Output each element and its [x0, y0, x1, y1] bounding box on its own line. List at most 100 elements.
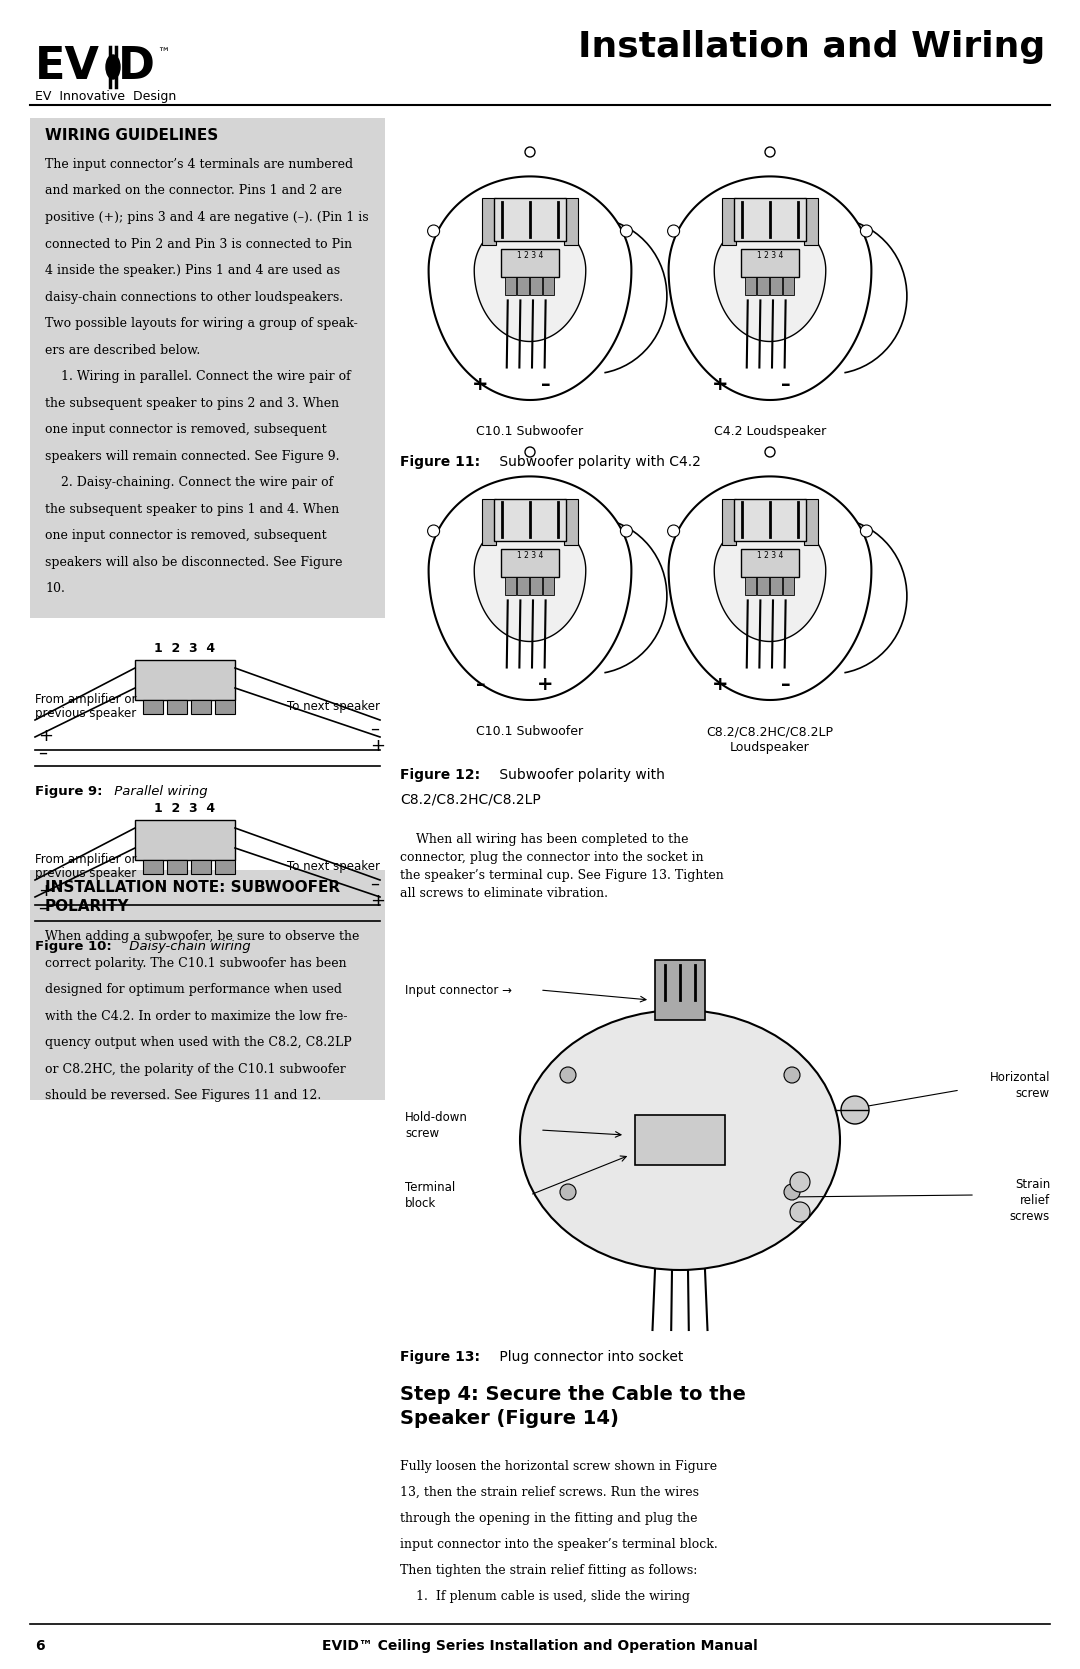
Text: and marked on the connector. Pins 1 and 2 are: and marked on the connector. Pins 1 and … [45, 185, 342, 197]
Text: 1 2 3 4: 1 2 3 4 [757, 551, 783, 559]
Bar [30, 118, 384, 618]
Text: The input connector’s 4 terminals are numbered: The input connector’s 4 terminals are nu… [45, 159, 353, 170]
Text: ers are described below.: ers are described below. [45, 344, 200, 357]
Text: Then tighten the strain relief fitting as follows:: Then tighten the strain relief fitting a… [400, 1564, 698, 1577]
Text: correct polarity. The C10.1 subwoofer has been: correct polarity. The C10.1 subwoofer ha… [45, 956, 347, 970]
Text: To next speaker: To next speaker [287, 860, 380, 873]
Text: Figure 12:: Figure 12: [400, 768, 481, 783]
Bar [734, 499, 806, 541]
Bar [495, 199, 566, 240]
Bar [654, 960, 705, 1020]
Text: C8.2/C8.2HC/C8.2LP
Loudspeaker: C8.2/C8.2HC/C8.2LP Loudspeaker [706, 724, 834, 754]
Ellipse shape [519, 1010, 840, 1270]
Text: From amplifier or: From amplifier or [35, 853, 136, 866]
Bar [501, 549, 559, 577]
Text: –: – [38, 900, 48, 916]
Text: +: + [472, 376, 489, 394]
Text: Horizontal
screw: Horizontal screw [989, 1070, 1050, 1100]
Text: previous speaker: previous speaker [35, 708, 136, 719]
Bar [504, 577, 516, 596]
Text: –: – [38, 744, 48, 763]
Polygon shape [474, 219, 585, 342]
Text: Hold-down
screw: Hold-down screw [405, 1110, 468, 1140]
Text: Plug connector into socket: Plug connector into socket [495, 1350, 684, 1364]
Polygon shape [474, 519, 585, 641]
Bar [135, 659, 235, 699]
Text: Parallel wiring: Parallel wiring [110, 784, 207, 798]
Text: ™: ™ [157, 47, 170, 60]
Text: one input connector is removed, subsequent: one input connector is removed, subseque… [45, 422, 326, 436]
Polygon shape [429, 177, 632, 401]
Text: Input connector →: Input connector → [405, 983, 512, 996]
Text: –: – [370, 875, 379, 893]
Text: connected to Pin 2 and Pin 3 is connected to Pin: connected to Pin 2 and Pin 3 is connecte… [45, 237, 352, 250]
Text: Figure 9:: Figure 9: [35, 784, 103, 798]
Bar [135, 819, 235, 860]
Bar [757, 577, 769, 596]
Text: +: + [370, 738, 384, 754]
Text: designed for optimum performance when used: designed for optimum performance when us… [45, 983, 342, 996]
Bar [483, 499, 496, 546]
Text: –: – [476, 674, 485, 694]
Text: +: + [713, 674, 729, 694]
Text: Figure 10:: Figure 10: [35, 940, 111, 953]
Polygon shape [669, 476, 872, 699]
Circle shape [789, 1172, 810, 1192]
Text: Daisy-chain wiring: Daisy-chain wiring [125, 940, 251, 953]
Circle shape [765, 147, 775, 157]
Circle shape [841, 1097, 869, 1123]
Polygon shape [714, 219, 826, 342]
Text: When all wiring has been completed to the
connector, plug the connector into the: When all wiring has been completed to th… [400, 833, 724, 900]
Bar [770, 277, 782, 295]
Text: When adding a subwoofer, be sure to observe the: When adding a subwoofer, be sure to obse… [45, 930, 360, 943]
Bar [495, 499, 566, 541]
Bar [167, 860, 187, 875]
Bar [770, 577, 782, 596]
Text: C4.2 Loudspeaker: C4.2 Loudspeaker [714, 426, 826, 437]
Text: From amplifier or: From amplifier or [35, 693, 136, 706]
Bar [745, 277, 756, 295]
Circle shape [428, 225, 440, 237]
Text: +: + [370, 891, 384, 910]
Text: input connector into the speaker’s terminal block.: input connector into the speaker’s termi… [400, 1539, 718, 1551]
Text: 1. Wiring in parallel. Connect the wire pair of: 1. Wiring in parallel. Connect the wire … [45, 371, 351, 382]
Circle shape [428, 526, 440, 537]
Circle shape [525, 147, 535, 157]
Text: EV  Innovative  Design: EV Innovative Design [35, 90, 176, 103]
Circle shape [561, 1066, 576, 1083]
Bar [30, 870, 384, 1100]
Text: previous speaker: previous speaker [35, 866, 136, 880]
Bar [783, 577, 794, 596]
Text: Subwoofer polarity with C4.2: Subwoofer polarity with C4.2 [495, 456, 701, 469]
Text: quency output when used with the C8.2, C8.2LP: quency output when used with the C8.2, C… [45, 1036, 352, 1050]
Bar [734, 199, 806, 240]
Polygon shape [669, 177, 872, 401]
Text: C10.1 Subwoofer: C10.1 Subwoofer [476, 724, 583, 738]
Text: Fully loosen the horizontal screw shown in Figure: Fully loosen the horizontal screw shown … [400, 1460, 717, 1474]
Text: with the C4.2. In order to maximize the low fre-: with the C4.2. In order to maximize the … [45, 1010, 348, 1023]
Bar [635, 1115, 725, 1165]
Text: or C8.2HC, the polarity of the C10.1 subwoofer: or C8.2HC, the polarity of the C10.1 sub… [45, 1063, 346, 1075]
Text: –: – [781, 376, 791, 394]
Bar [530, 277, 542, 295]
Text: +: + [38, 881, 53, 900]
Bar [804, 499, 818, 546]
Text: the subsequent speaker to pins 1 and 4. When: the subsequent speaker to pins 1 and 4. … [45, 502, 339, 516]
Circle shape [667, 526, 679, 537]
Text: D: D [118, 45, 156, 88]
Text: +: + [538, 674, 554, 694]
Bar [483, 199, 496, 245]
Text: +: + [38, 728, 53, 744]
Circle shape [789, 1202, 810, 1222]
Bar [783, 277, 794, 295]
Text: Figure 13:: Figure 13: [400, 1350, 480, 1364]
Text: To next speaker: To next speaker [287, 699, 380, 713]
Text: C10.1 Subwoofer: C10.1 Subwoofer [476, 426, 583, 437]
Text: Figure 11:: Figure 11: [400, 456, 481, 469]
Text: 6: 6 [35, 1639, 44, 1652]
Bar [215, 860, 235, 875]
Text: INSTALLATION NOTE: SUBWOOFER
POLARITY: INSTALLATION NOTE: SUBWOOFER POLARITY [45, 880, 340, 913]
Ellipse shape [106, 55, 120, 78]
Circle shape [561, 1183, 576, 1200]
Text: should be reversed. See Figures 11 and 12.: should be reversed. See Figures 11 and 1… [45, 1088, 321, 1102]
